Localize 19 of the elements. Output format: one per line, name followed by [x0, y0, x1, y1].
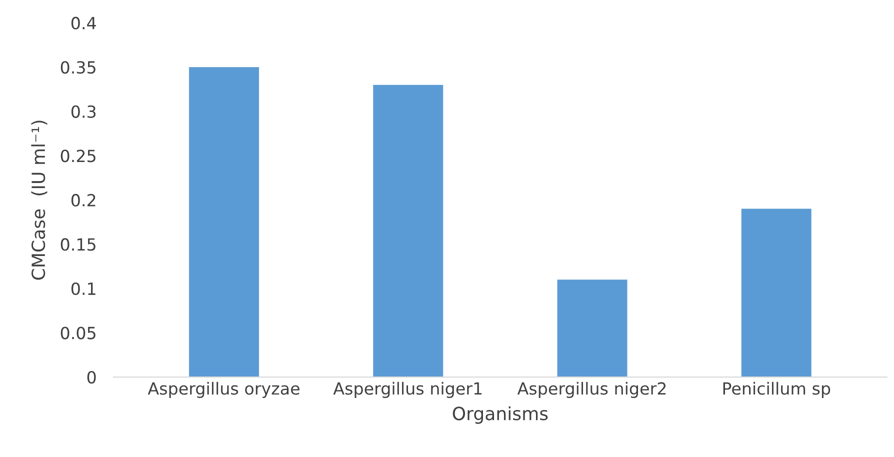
bar: [741, 208, 812, 378]
x-tick-label: Aspergillus niger2: [517, 382, 666, 398]
x-tick-label: Aspergillus oryzae: [148, 382, 300, 398]
y-tick-label: 0.1: [71, 282, 96, 296]
x-tick-label: Penicillum sp: [723, 382, 830, 398]
y-tick-label: 0.2: [71, 194, 96, 207]
y-tick-label: 0: [87, 370, 96, 384]
y-tick-label: 0.15: [60, 238, 96, 251]
y-tick-label: 0.05: [60, 326, 96, 340]
y-tick-label: 0.3: [71, 105, 96, 118]
y-tick-label: 0.4: [71, 16, 96, 30]
bar: [557, 280, 628, 378]
y-axis-title: CMCase (IU ml⁻¹): [31, 120, 48, 280]
bar: [373, 84, 444, 378]
x-tick-label: Aspergillus niger1: [333, 382, 482, 398]
bar: [189, 67, 259, 378]
y-tick-label: 0.35: [60, 61, 96, 74]
x-axis-title: Organisms: [452, 406, 548, 424]
y-tick-label: 0.25: [60, 150, 96, 162]
